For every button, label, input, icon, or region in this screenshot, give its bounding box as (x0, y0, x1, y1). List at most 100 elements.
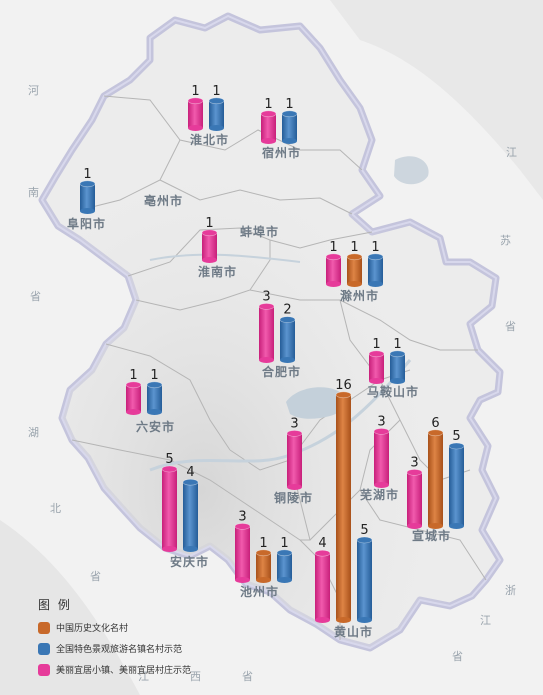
bar-value-label: 3 (262, 289, 270, 304)
city-label-huangshan: 黄山市 (334, 624, 373, 639)
bar-top (286, 430, 303, 437)
bar-value-label: 1 (393, 337, 401, 352)
bar-beautiful (235, 526, 250, 580)
bar-value-label: 1 (259, 536, 267, 551)
city-label-bozhou: 亳州市 (144, 193, 183, 208)
bar-scenic (449, 446, 464, 526)
bar-top (373, 428, 390, 435)
legend-label-scenic: 全国特色景观旅游名镇名村示范 (56, 645, 183, 655)
bar-group: 3 65 (406, 416, 465, 529)
bar-top (314, 549, 331, 557)
city-label-hefei: 合肥市 (262, 364, 301, 379)
bar-top (125, 381, 142, 389)
province-label-hubei-1: 湖 (28, 426, 39, 439)
legend-swatch-beautiful (38, 663, 50, 676)
province-labels: 河 南 省 湖 北 省 江 苏 省 浙 江 省 江 西 省 (28, 84, 517, 683)
bar-value-label: 1 (350, 240, 358, 255)
bar-beautiful (188, 100, 203, 128)
bar-top (389, 350, 406, 358)
bar-base (374, 482, 389, 488)
bar-value-label: 16 (335, 378, 352, 393)
city-label-huaibei: 淮北市 (190, 132, 229, 147)
bar-base (315, 617, 330, 623)
bar-base (235, 577, 250, 583)
bar-base (449, 523, 464, 529)
bar-scenic (357, 540, 372, 620)
bar-base (126, 409, 141, 415)
bar-base (287, 484, 302, 490)
bar-value-label: 5 (165, 452, 173, 467)
bar-beautiful (369, 353, 384, 381)
bar-value-label: 1 (264, 97, 272, 112)
bar-value-label: 1 (205, 216, 213, 231)
legend-item-history: 中国历史文化名村 (38, 617, 258, 638)
bar-top (367, 253, 384, 261)
legend-item-scenic: 全国特色景观旅游名镇名村示范 (38, 638, 258, 659)
bar-top (182, 478, 199, 486)
bar-group: 1 (201, 216, 218, 263)
city-label-wuhu: 芜湖市 (360, 487, 399, 502)
province-label-jiangxi-2: 西 (190, 670, 201, 683)
bar-value-label: 3 (238, 509, 246, 524)
bar-top (325, 253, 342, 261)
bar-scenic (282, 113, 297, 141)
bar-beautiful (162, 469, 177, 549)
bar-top (368, 350, 385, 358)
city-labels: 淮北市 宿州市 阜阳市 亳州市 蚌埠市 淮南市 滁州市 合肥市 马鞍山市 六安市… (67, 132, 451, 639)
bar-group: 4 16 5 (314, 378, 373, 623)
city-label-luan: 六安市 (136, 419, 175, 434)
bar-value-label: 4 (186, 465, 194, 480)
bar-scenic (80, 183, 95, 211)
bar-top (234, 523, 251, 530)
bar-value-label: 3 (410, 455, 418, 470)
bar-beautiful (326, 256, 341, 284)
legend-title: 图 例 (38, 598, 72, 612)
city-label-xuancheng: 宣城市 (412, 528, 451, 543)
legend: 图 例 中国历史文化名村 全国特色景观旅游名镇名村示范 美丽宜居小镇、美丽宜居村… (38, 596, 258, 680)
bar-value-label: 1 (150, 368, 158, 383)
province-label-hubei-2: 北 (50, 502, 61, 515)
bar-base (261, 138, 276, 144)
bar-base (183, 546, 198, 552)
bar-top (427, 429, 444, 437)
city-label-chizhou: 池州市 (240, 584, 279, 599)
bar-history (336, 394, 351, 620)
province-label-hubei-3: 省 (90, 570, 101, 583)
bar-top (161, 465, 178, 473)
bar-value-label: 1 (129, 368, 137, 383)
bar-history (428, 432, 443, 526)
bar-scenic (390, 353, 405, 381)
province-label-zhejiang-1: 浙 (505, 584, 516, 597)
bar-value-label: 1 (285, 97, 293, 112)
bar-beautiful (374, 431, 389, 485)
bar-base (162, 546, 177, 552)
bar-base (428, 523, 443, 529)
legend-label-beautiful: 美丽宜居小镇、美丽宜居村庄示范 (56, 666, 192, 676)
bar-top (146, 381, 163, 389)
bar-group: 32 (258, 289, 296, 363)
bar-value-label: 5 (452, 429, 460, 444)
bar-scenic (147, 384, 162, 412)
bar-group: 54 (161, 452, 199, 552)
bar-beautiful (287, 433, 302, 487)
city-label-anqing: 安庆市 (170, 554, 209, 569)
bar-top (448, 442, 465, 450)
bar-value-label: 5 (360, 523, 368, 538)
bar-value-label: 1 (372, 337, 380, 352)
bar-beautiful (261, 113, 276, 141)
bar-base (326, 281, 341, 287)
city-label-bengbu: 蚌埠市 (240, 224, 279, 239)
bar-value-label: 4 (318, 536, 326, 551)
province-label-jiangsu-2: 苏 (500, 234, 511, 247)
legend-swatch-scenic (38, 642, 50, 655)
bar-scenic (277, 552, 292, 580)
bar-beautiful (259, 306, 274, 360)
bar-beautiful (202, 232, 217, 260)
bar-scenic (209, 100, 224, 128)
province-label-henan-2: 南 (28, 186, 39, 199)
bar-base (280, 357, 295, 363)
